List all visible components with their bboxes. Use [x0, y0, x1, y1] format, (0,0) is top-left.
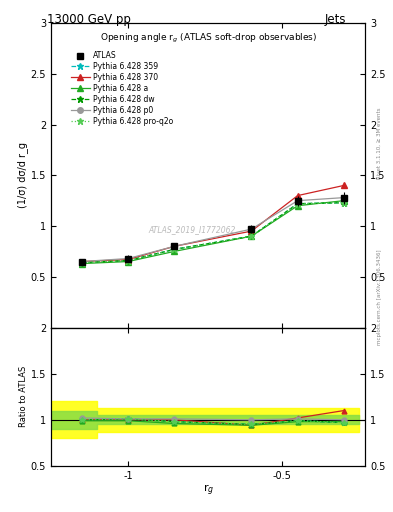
Pythia 6.428 pro-q2o — [342, 200, 346, 206]
Pythia 6.428 dw — [295, 201, 300, 207]
Pythia 6.428 dw — [126, 258, 130, 264]
Line: Pythia 6.428 370: Pythia 6.428 370 — [79, 183, 347, 264]
Line: Pythia 6.428 pro-q2o: Pythia 6.428 pro-q2o — [79, 199, 347, 266]
Pythia 6.428 pro-q2o — [79, 260, 84, 266]
Pythia 6.428 pro-q2o — [249, 233, 254, 239]
Line: Pythia 6.428 359: Pythia 6.428 359 — [79, 199, 347, 266]
Pythia 6.428 370 — [172, 243, 177, 249]
Text: 13000 GeV pp: 13000 GeV pp — [47, 13, 131, 26]
Pythia 6.428 pro-q2o — [172, 246, 177, 252]
Pythia 6.428 p0 — [172, 243, 177, 249]
Pythia 6.428 dw — [79, 260, 84, 266]
Pythia 6.428 370 — [79, 259, 84, 265]
Text: Opening angle r$_g$ (ATLAS soft-drop observables): Opening angle r$_g$ (ATLAS soft-drop obs… — [100, 32, 317, 45]
Pythia 6.428 370 — [249, 228, 254, 234]
Pythia 6.428 pro-q2o — [295, 201, 300, 207]
Pythia 6.428 359 — [172, 246, 177, 252]
Y-axis label: Ratio to ATLAS: Ratio to ATLAS — [19, 366, 28, 428]
Legend: ATLAS, Pythia 6.428 359, Pythia 6.428 370, Pythia 6.428 a, Pythia 6.428 dw, Pyth: ATLAS, Pythia 6.428 359, Pythia 6.428 37… — [68, 48, 176, 129]
Pythia 6.428 359 — [126, 258, 130, 264]
Text: ATLAS_2019_I1772062: ATLAS_2019_I1772062 — [149, 226, 236, 234]
Pythia 6.428 359 — [295, 201, 300, 207]
Y-axis label: (1/σ) dσ/d r_g: (1/σ) dσ/d r_g — [17, 142, 28, 208]
Text: mcplots.cern.ch [arXiv:1306.3436]: mcplots.cern.ch [arXiv:1306.3436] — [377, 249, 382, 345]
Pythia 6.428 dw — [342, 200, 346, 206]
Line: Pythia 6.428 dw: Pythia 6.428 dw — [79, 199, 347, 266]
Pythia 6.428 p0 — [79, 259, 84, 265]
Pythia 6.428 370 — [126, 257, 130, 263]
Pythia 6.428 a — [79, 261, 84, 267]
Pythia 6.428 359 — [342, 200, 346, 206]
Pythia 6.428 p0 — [295, 198, 300, 204]
Pythia 6.428 370 — [295, 193, 300, 199]
Pythia 6.428 359 — [249, 233, 254, 239]
Text: Rivet 3.1.10, ≥ 3M events: Rivet 3.1.10, ≥ 3M events — [377, 108, 382, 179]
Pythia 6.428 dw — [249, 233, 254, 239]
Pythia 6.428 p0 — [342, 195, 346, 201]
Line: Pythia 6.428 a: Pythia 6.428 a — [79, 198, 347, 266]
Pythia 6.428 359 — [79, 260, 84, 266]
Pythia 6.428 a — [172, 248, 177, 254]
Pythia 6.428 370 — [342, 182, 346, 188]
Pythia 6.428 a — [126, 259, 130, 265]
Pythia 6.428 a — [249, 233, 254, 239]
Text: Jets: Jets — [324, 13, 346, 26]
Pythia 6.428 p0 — [126, 255, 130, 262]
Pythia 6.428 dw — [172, 246, 177, 252]
Line: Pythia 6.428 p0: Pythia 6.428 p0 — [79, 195, 347, 264]
Pythia 6.428 p0 — [249, 226, 254, 232]
Pythia 6.428 pro-q2o — [126, 258, 130, 264]
X-axis label: r$_g$: r$_g$ — [203, 482, 214, 498]
Pythia 6.428 a — [295, 203, 300, 209]
Pythia 6.428 a — [342, 198, 346, 204]
